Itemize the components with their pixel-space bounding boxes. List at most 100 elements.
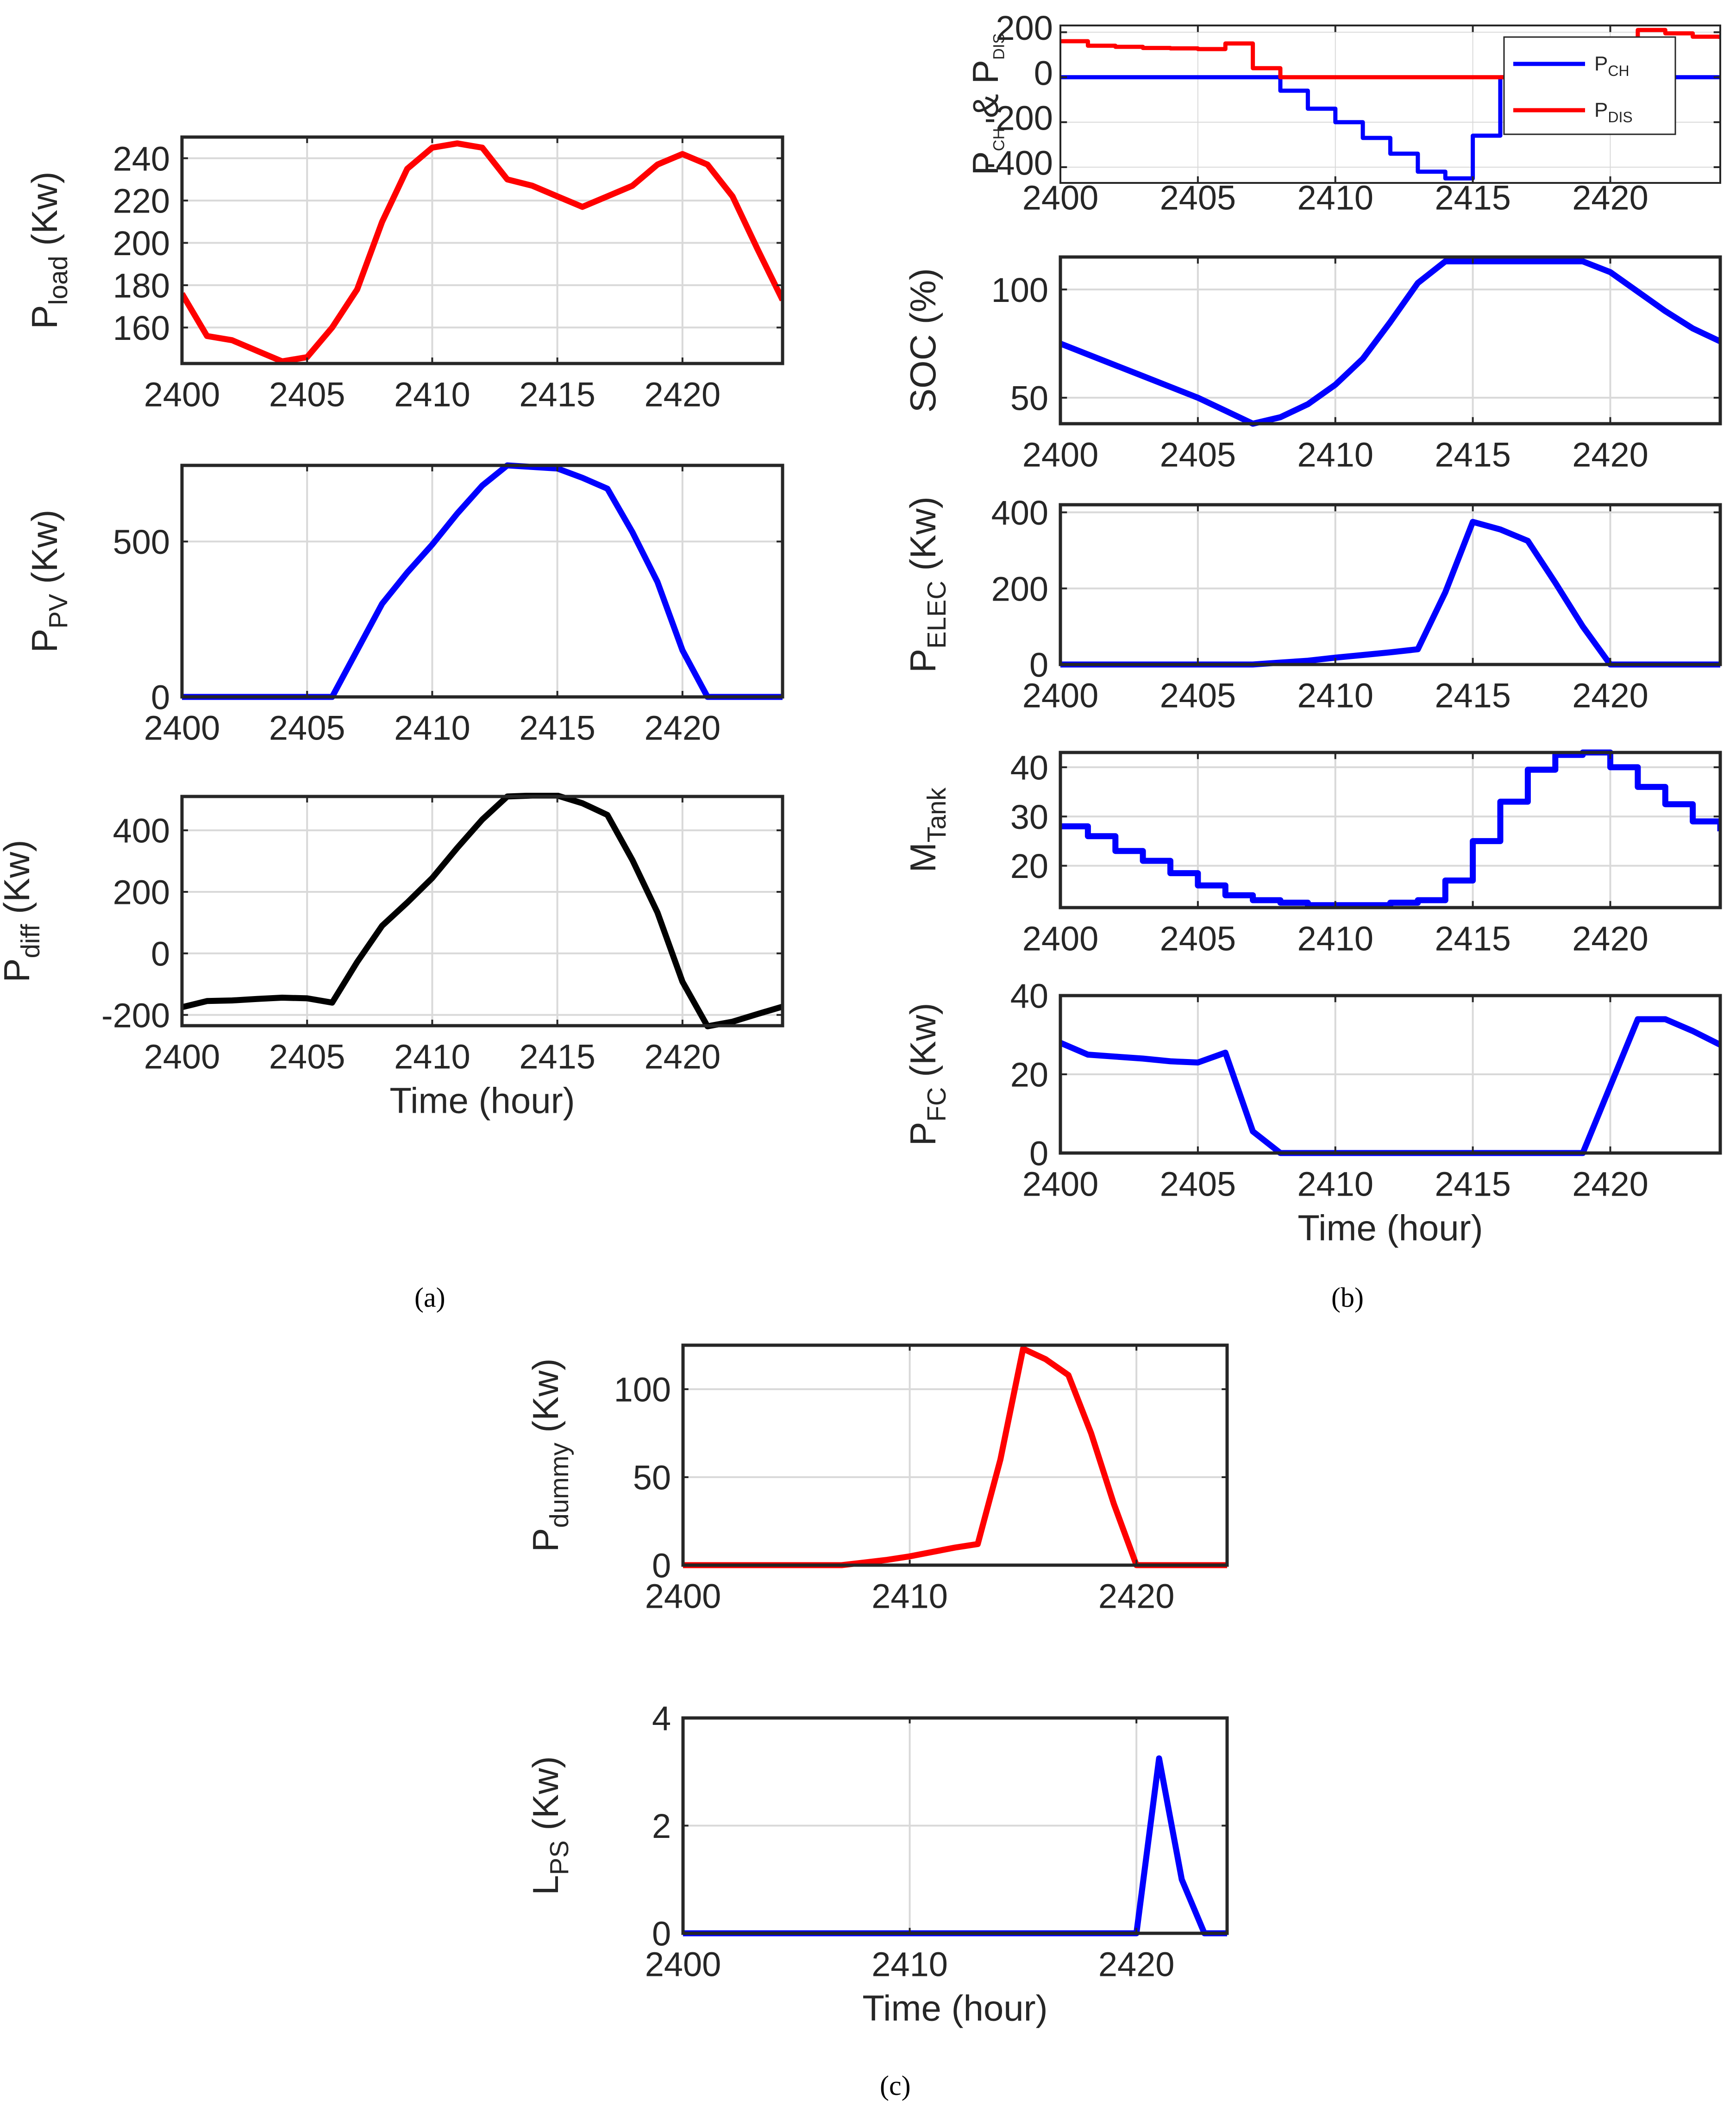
- x-tick-label: 2400: [144, 376, 220, 414]
- x-tick-label: 2415: [1435, 677, 1511, 715]
- y-tick-label: 500: [113, 523, 170, 561]
- y-tick-label: 0: [1034, 54, 1053, 92]
- x-tick-label: 2400: [645, 1945, 721, 1984]
- x-tick-label: 2410: [1297, 1165, 1373, 1204]
- y-tick-label: 50: [1010, 379, 1048, 418]
- chart-tank: 2400 2405 2410 2415 2420 20 30 40 MTank: [902, 749, 1722, 958]
- x-tick-label: 2415: [519, 709, 595, 747]
- x-tick-label: 2405: [269, 709, 345, 747]
- legend-label: PDIS: [1594, 99, 1633, 125]
- x-tick-label: 2420: [1572, 677, 1648, 715]
- x-tick-label: 2415: [1435, 436, 1511, 474]
- series-line-P_dummy: [683, 1346, 1227, 1568]
- y-tick-label: -200: [101, 996, 170, 1034]
- x-tick-label: 2415: [1435, 920, 1511, 958]
- y-tick-label: 100: [614, 1371, 671, 1409]
- chart-dummy: 2400 2410 2420 0 50 100 Pdummy (Kw): [525, 1343, 1229, 1616]
- axes-box: [1059, 751, 1722, 909]
- caption-c: (c): [880, 2070, 911, 2101]
- x-tick-label: 2400: [1022, 436, 1099, 474]
- y-tick-label: 200: [996, 9, 1053, 47]
- y-tick-label: 0: [652, 1915, 671, 1953]
- y-tick-label: 0: [1029, 1135, 1048, 1173]
- x-tick-label: 2415: [1435, 1165, 1511, 1204]
- x-tick-label: 2420: [645, 376, 721, 414]
- x-tick-label: 2410: [1297, 920, 1373, 958]
- x-tick-label: 2410: [871, 1577, 948, 1616]
- x-tick-label: 2420: [645, 1038, 721, 1076]
- y-tick-label: 40: [1010, 749, 1048, 787]
- legend: PCH PDIS: [1503, 36, 1676, 135]
- x-tick-label: 2400: [144, 709, 220, 747]
- series-line-P_diff: [182, 793, 783, 1029]
- chart-diff: 2400 2405 2410 2415 2420 -200 0 200 400 Pdiff (Kw…: [0, 793, 784, 1121]
- y-axis-label: MTank: [902, 787, 951, 873]
- series-line-P_ELEC: [1060, 519, 1720, 668]
- x-tick-label: 2420: [645, 709, 721, 747]
- y-tick-label: 2: [652, 1807, 671, 1845]
- x-tick-label: 2405: [269, 1038, 345, 1076]
- y-tick-label: 0: [652, 1547, 671, 1585]
- y-tick-label: 20: [1010, 847, 1048, 885]
- chart-fc: 2400 2405 2410 2415 2420 0 20 40 PFC (Kw) Time (h…: [902, 977, 1722, 1248]
- series-line-P_PV: [182, 462, 783, 700]
- chart-elec: 2400 2405 2410 2415 2420 0 200 400 PELEC (Kw): [902, 494, 1722, 715]
- axes-box: [1059, 503, 1722, 666]
- y-tick-label: 200: [113, 873, 170, 912]
- x-tick-label: 2420: [1572, 436, 1648, 474]
- caption-a: (a): [414, 1282, 445, 1313]
- y-axis-label: PCH & PDIS: [965, 33, 1008, 176]
- x-axis-label: Time (hour): [1297, 1208, 1483, 1248]
- x-tick-label: 2420: [1572, 920, 1648, 958]
- chart-pv: 2400 2405 2410 2415 2420 0 500 PPV (Kw): [24, 462, 784, 747]
- y-tick-label: 200: [113, 224, 170, 263]
- axes-box: [1059, 255, 1722, 426]
- x-tick-label: 2420: [1098, 1577, 1175, 1616]
- y-axis-label: Pdiff (Kw): [0, 840, 45, 983]
- y-axis-label: PELEC (Kw): [902, 496, 951, 673]
- x-tick-label: 2415: [1435, 179, 1511, 217]
- series-line-SOC: [1060, 258, 1720, 427]
- y-tick-label: 200: [991, 570, 1048, 608]
- y-tick-label: -400: [984, 144, 1053, 182]
- x-tick-label: 2400: [645, 1577, 721, 1616]
- x-tick-label: 2420: [1572, 1165, 1648, 1204]
- y-axis-label: SOC (%): [902, 268, 943, 413]
- series-line-P_DIS: [1060, 28, 1720, 80]
- y-tick-label: 20: [1010, 1056, 1048, 1094]
- x-axis-label: Time (hour): [862, 1988, 1047, 2029]
- y-tick-label: 50: [633, 1459, 671, 1497]
- y-axis-label: Pload (Kw): [24, 171, 73, 329]
- y-tick-label: 180: [113, 267, 170, 305]
- x-tick-label: 2410: [871, 1945, 948, 1984]
- x-tick-label: 2415: [519, 376, 595, 414]
- y-axis-label: LPS (Kw): [525, 1756, 574, 1895]
- x-tick-label: 2400: [1022, 920, 1099, 958]
- axes-box: [681, 1343, 1229, 1567]
- chart-load: 2400 2405 2410 2415 2420 160 180 200 220 240 Pload…: [24, 135, 784, 414]
- axes-box: [180, 464, 784, 699]
- axes-box: [180, 795, 784, 1028]
- y-tick-label: 160: [113, 309, 170, 347]
- x-tick-label: 2405: [1160, 920, 1236, 958]
- y-tick-label: 0: [151, 934, 170, 973]
- y-tick-label: 100: [991, 271, 1048, 309]
- y-tick-label: 30: [1010, 798, 1048, 836]
- y-tick-label: 240: [113, 139, 170, 178]
- x-axis-label: Time (hour): [389, 1080, 575, 1121]
- y-tick-label: 0: [151, 678, 170, 717]
- x-tick-label: 2410: [1297, 179, 1373, 217]
- y-tick-label: 400: [113, 812, 170, 850]
- axes-box: [180, 135, 784, 365]
- y-tick-label: 40: [1010, 977, 1048, 1015]
- x-tick-label: 2405: [1160, 436, 1236, 474]
- series-line-L_PS: [683, 1755, 1227, 1937]
- x-tick-label: 2400: [144, 1038, 220, 1076]
- x-tick-label: 2410: [1297, 677, 1373, 715]
- x-tick-label: 2400: [1022, 1165, 1099, 1204]
- chart-lps: 2400 2410 2420 0 2 4 LPS (Kw) Time (hour): [525, 1699, 1229, 2029]
- y-tick-label: 4: [652, 1699, 671, 1738]
- caption-b: (b): [1331, 1282, 1364, 1313]
- series-line-P_FC: [1060, 1016, 1720, 1156]
